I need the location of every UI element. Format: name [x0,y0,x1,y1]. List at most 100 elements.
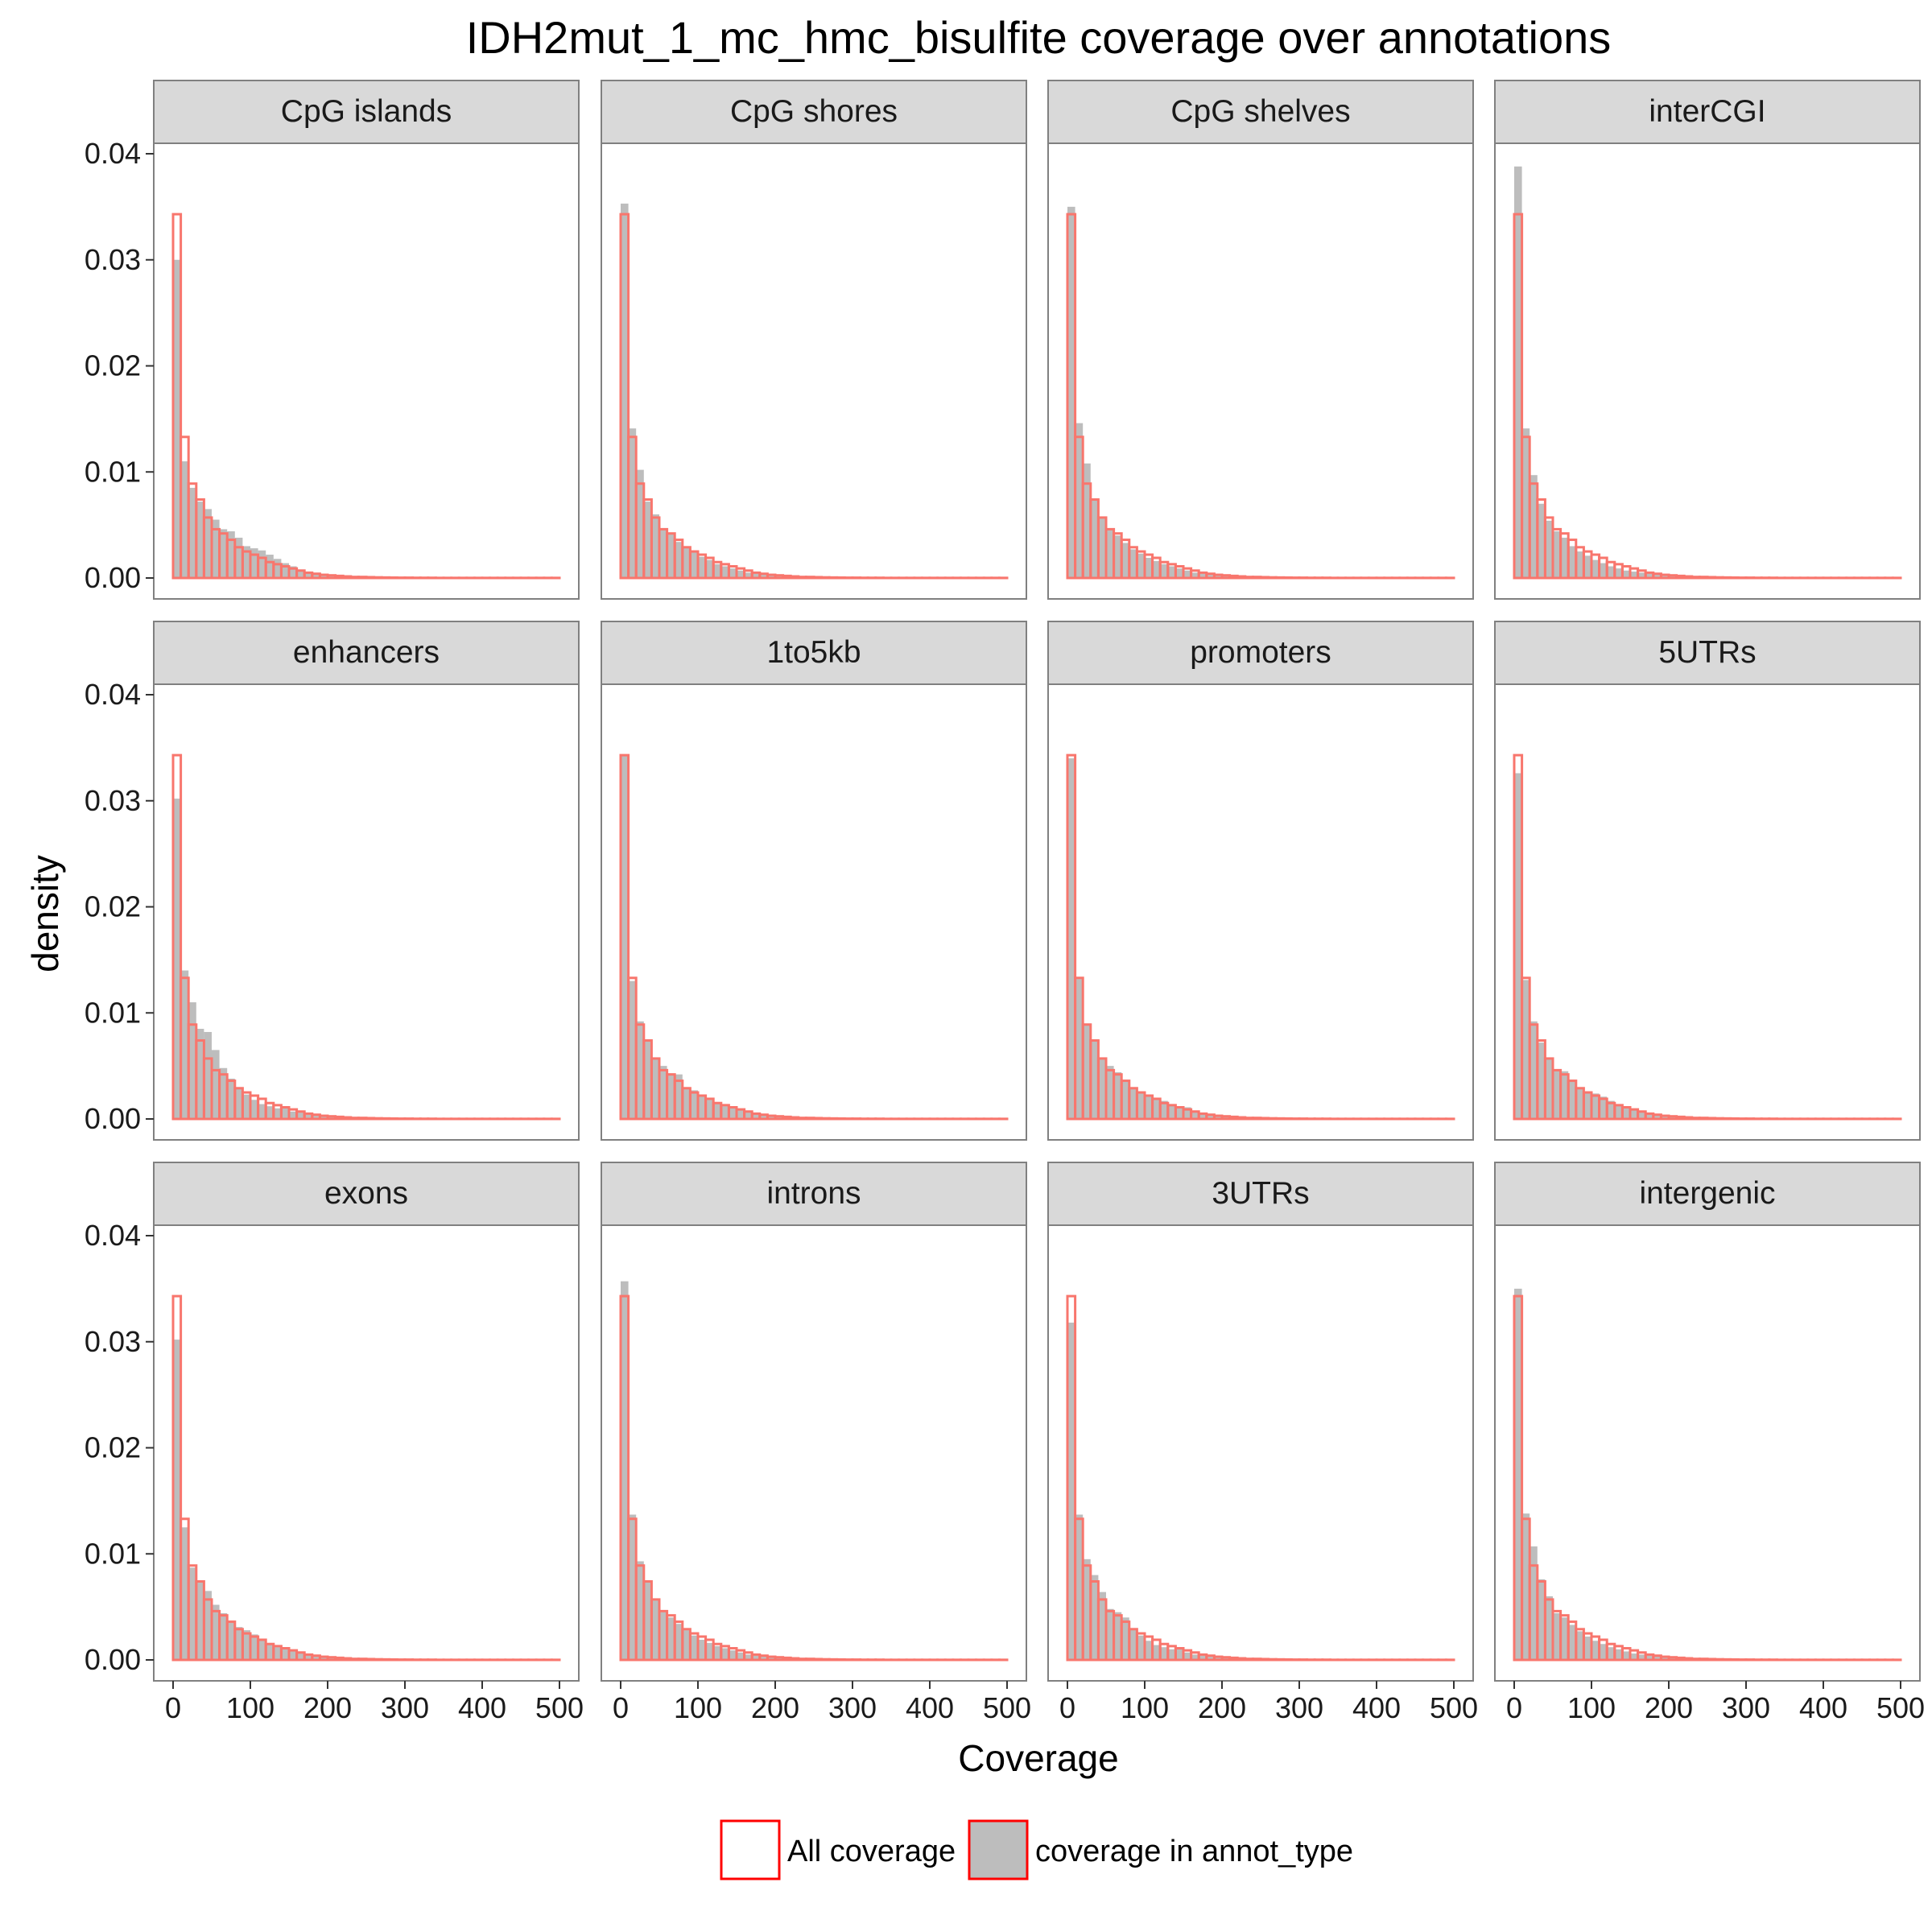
annot-bar [1175,1647,1183,1660]
annot-bar [1553,1070,1561,1119]
annot-bar [1121,1080,1129,1119]
annot-bar [1075,979,1084,1119]
annot-bar [713,564,721,578]
annot-bar [767,1116,775,1119]
annot-bar [219,1067,228,1119]
annot-bar [1575,1631,1584,1660]
legend-key-all-coverage [720,1819,781,1880]
all-coverage-bars-intercgi [1513,213,1902,580]
x-tick-label: 500 [1876,1691,1925,1724]
strip-label-promoters: promoters [1190,635,1331,670]
all-coverage-bar [171,1294,183,1662]
annot-bar [759,1657,768,1660]
strip-label-cpg-shores: CpG shores [730,94,898,129]
annot-bar [1121,1617,1129,1660]
all-coverage-bar [1513,1294,1524,1662]
annot-bar [1537,503,1546,578]
annot-bar [312,572,320,578]
annot-bar [1083,463,1091,578]
annot-bar [242,1094,250,1119]
annot-bar [1661,575,1669,578]
annot-bar [1599,1644,1608,1660]
strip-cpg-shelves [1047,80,1474,144]
annot-bar [1090,1575,1099,1660]
strip-label-5utrs: 5UTRs [1658,635,1756,670]
legend-key-coverage-in-annot-type [968,1819,1029,1880]
plot-area-enhancers [154,684,579,1140]
annot-bar [1614,1104,1623,1119]
all-coverage-bar [1066,753,1077,1121]
annot-bar [296,1652,305,1660]
annot-bar [713,1104,721,1119]
annot-bar [258,1104,266,1119]
annot-bar [173,259,181,578]
annot-bar [1199,1655,1207,1660]
annot-bar [320,1657,328,1660]
annot-bar [204,1031,212,1119]
y-tick-label: 0.03 [85,1325,141,1358]
strip-promoters [1047,621,1474,685]
annot-bar [212,1604,220,1660]
annot-bar [266,1644,274,1660]
all-coverage-bars-cpg-shores [619,213,1009,580]
annot-bar [188,1567,196,1660]
all-coverage-bar [619,213,630,580]
annot-bar [234,537,243,578]
panel-border-cpg-shores [601,142,1027,600]
annot-bar [675,1074,683,1119]
x-tick-label: 400 [906,1691,954,1724]
strip-label-1to5kb: 1to5kb [766,635,861,670]
panel-border-5utrs [1494,683,1921,1141]
annot-bar [1575,551,1584,578]
annot-bar [1553,531,1561,578]
annot-bar [1098,1057,1106,1119]
strip-cpg-shores [601,80,1027,144]
plot-area-5utrs [1495,684,1920,1140]
y-tick-label: 0.00 [85,1102,141,1135]
annot-bars-intercgi [1514,166,1901,578]
annot-bar [1614,1649,1623,1660]
annot-bar [1560,1071,1569,1119]
annot-bar [196,1029,204,1119]
annot-bar [1083,1023,1091,1119]
annot-bar [1553,1613,1561,1660]
annot-bar [1199,1113,1207,1119]
annot-bar [651,1058,659,1119]
annot-bar [628,980,637,1119]
annot-bar [227,531,235,578]
annot-bar [1175,568,1183,578]
annot-bar [204,509,212,578]
all-coverage-bars-enhancers [171,753,561,1121]
y-tick-label: 0.01 [85,455,141,488]
strip-exons [153,1162,580,1226]
annot-bar [628,1514,637,1660]
x-tick-label: 100 [674,1691,722,1724]
annot-bar [212,1050,220,1119]
annot-bar [196,1580,204,1660]
y-tick-label: 0.01 [85,996,141,1029]
panel-border-1to5kb [601,683,1027,1141]
annot-bar [667,1073,675,1119]
annot-bar [1160,1100,1168,1119]
annot-bar [1568,546,1576,578]
annot-bar [1083,1558,1091,1660]
annot-bar [752,1655,760,1660]
plot-area-cpg-shelves [1048,143,1473,599]
annot-bar [1537,1042,1546,1119]
all-coverage-bars-exons [171,1294,561,1662]
annot-bar [1075,423,1084,578]
facet-panels: CpG islands 0.00 0.01 0.02 0.03 0.04 CpG shore… [85,80,1925,1724]
annot-bar [705,559,714,578]
annot-bar [1568,1080,1576,1119]
annot-bar [759,575,768,578]
x-tick-label: 500 [535,1691,584,1724]
y-tick-label: 0.02 [85,890,141,923]
annot-bar [1622,1107,1630,1119]
annot-bar [180,1527,189,1660]
panel-border-introns [601,1224,1027,1682]
annot-bar [289,1111,297,1119]
annot-bar [659,1066,667,1119]
annot-bar [1645,1655,1653,1660]
annot-bar [234,1627,243,1660]
